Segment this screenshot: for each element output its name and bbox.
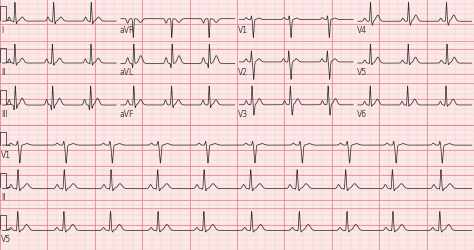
Text: V5: V5 — [356, 68, 366, 76]
Text: aVL: aVL — [119, 68, 134, 76]
Text: V5: V5 — [1, 234, 11, 243]
Text: II: II — [1, 192, 6, 202]
Text: aVF: aVF — [119, 109, 134, 118]
Text: II: II — [1, 68, 6, 76]
Text: aVR: aVR — [119, 26, 135, 35]
Text: III: III — [1, 109, 8, 118]
Text: V4: V4 — [356, 26, 366, 35]
Text: V2: V2 — [238, 68, 248, 76]
Text: V1: V1 — [238, 26, 248, 35]
Text: V6: V6 — [356, 109, 366, 118]
Text: V1: V1 — [1, 151, 11, 160]
Text: I: I — [1, 26, 4, 35]
Text: V3: V3 — [238, 109, 248, 118]
